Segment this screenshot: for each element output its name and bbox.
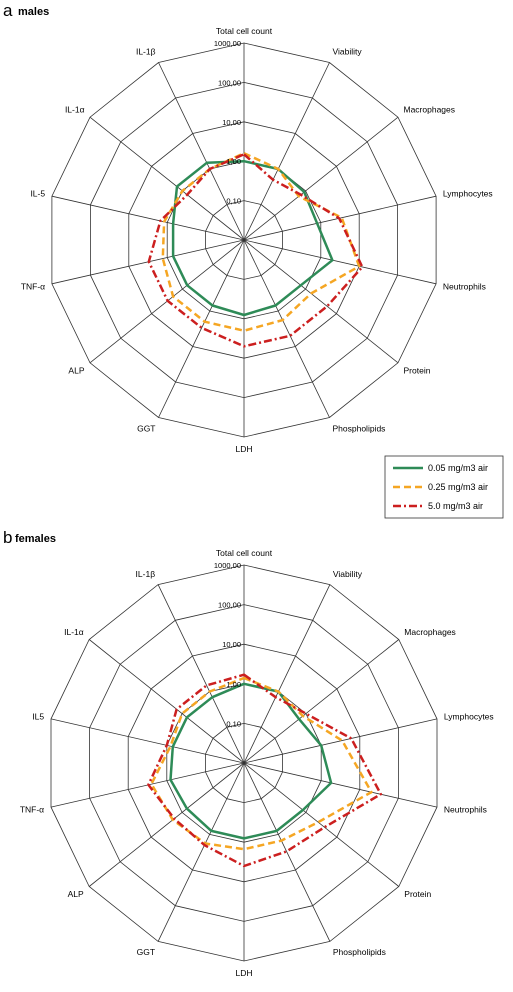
axis-label: Phospholipids [333,423,386,433]
panel-males: a males 0,10 1,00 10,00 100,00 1000,00 Total … [3,1,493,454]
axis-spoke [243,762,331,942]
axis-label: IL-1β [136,47,156,57]
axis-label: ALP [68,889,84,899]
axis-label: Protein [404,889,431,899]
tick-label: 1,00 [226,680,241,689]
panel-title: males [18,6,49,18]
panel-letter: a [3,1,13,20]
axis-spoke [243,762,438,808]
tick-label: 10,00 [222,640,241,649]
legend-label-2: 5.0 mg/m3 air [428,501,483,511]
axis-label: GGT [137,947,155,957]
series-line-2 [147,673,383,868]
axis-spoke [243,116,399,241]
axis-label: IL-1α [65,105,85,115]
axis-label: Protein [404,365,431,375]
panel-letter: b [3,528,12,547]
axis-spoke [243,762,400,887]
tick-label: 1,00 [226,157,241,166]
axis-label: IL-1α [64,627,84,637]
axis-spoke [51,195,245,241]
tick-label: 0,10 [226,197,241,206]
axis-label: Total cell count [216,548,273,558]
axis-spoke [50,718,245,764]
axis-label: Total cell count [216,26,273,36]
axis-spoke [243,239,399,364]
axis-label: Viability [333,569,363,579]
axis-spoke [88,762,245,887]
axis-label: GGT [137,423,155,433]
panel-title: females [15,533,56,545]
axis-label: Phospholipids [333,947,386,957]
axis-spoke [158,239,245,418]
tick-label: 1000,00 [214,39,241,48]
panel-females: b females 0,10 1,00 10,00 100,00 1000,00 Tota… [3,528,494,978]
axis-label: IL5 [32,711,44,721]
series-line-1 [161,151,361,332]
axis-spoke [243,239,437,285]
axis-spoke [157,584,245,764]
series-line-0 [169,682,333,840]
axis-spoke [243,239,330,418]
axis-label: ALP [68,365,84,375]
legend-label-0: 0.05 mg/m3 air [428,463,488,473]
axis-label: Neutrophils [444,805,487,815]
axis-label: Macrophages [404,105,456,115]
axis-spoke [243,584,331,764]
tick-label: 1000,00 [214,561,241,570]
series-line-2 [147,153,364,348]
axis-spoke [157,762,245,942]
axis-spoke [89,116,245,241]
axis-label: LDH [235,968,252,978]
axis-spoke [243,639,400,764]
axis-label: TNF-α [20,805,44,815]
axis-label: Neutrophils [443,282,486,292]
legend-label-1: 0.25 mg/m3 air [428,482,488,492]
axis-label: TNF-α [21,282,45,292]
axis-label: LDH [235,444,252,454]
tick-label: 100,00 [218,601,241,610]
tick-label: 10,00 [222,118,241,127]
axis-label: Lymphocytes [443,189,493,199]
axis-label: Viability [333,47,363,57]
tick-label: 0,10 [226,719,241,728]
tick-label: 100,00 [218,78,241,87]
axis-spoke [88,639,245,764]
axis-label: Lymphocytes [444,711,494,721]
axis-spoke [243,62,330,241]
axis-label: IL-1β [136,569,156,579]
axis-label: IL-5 [30,189,45,199]
legend: 0.05 mg/m3 air 0.25 mg/m3 air 5.0 mg/m3 … [384,455,504,519]
axis-spoke [158,62,245,241]
axis-label: Macrophages [404,627,456,637]
